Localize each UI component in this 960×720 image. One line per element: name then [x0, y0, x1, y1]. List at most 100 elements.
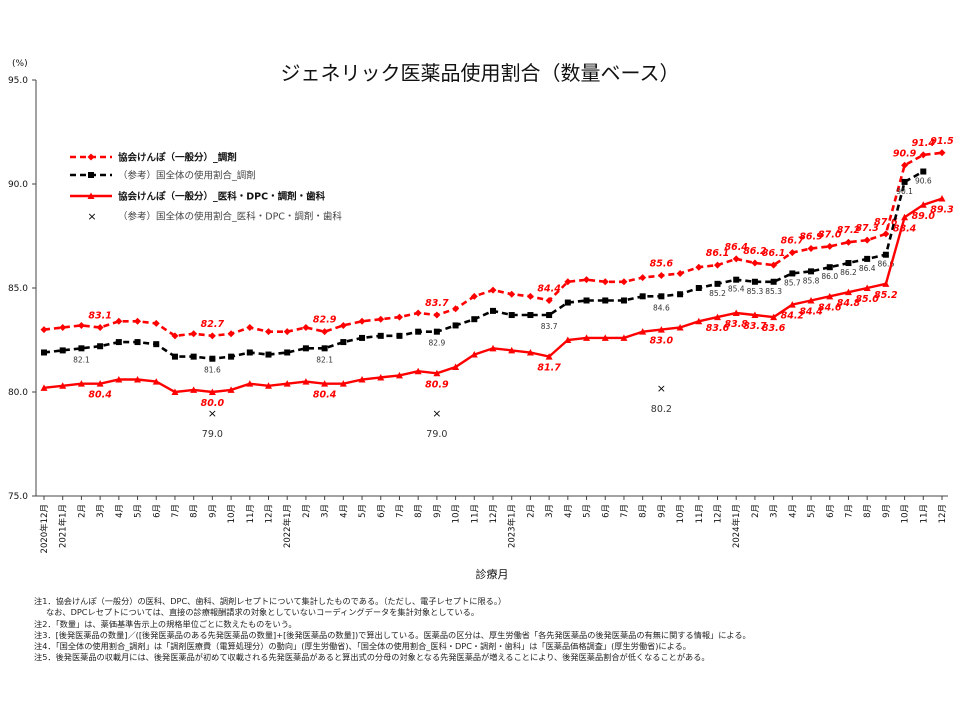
- data-label: 82.1: [73, 355, 90, 364]
- series-point: [901, 178, 908, 185]
- series-point: [433, 328, 440, 335]
- series-point: [508, 312, 515, 319]
- x-tick-label: 12月: [489, 504, 499, 523]
- series-point: [526, 292, 534, 300]
- series-point: [732, 255, 740, 263]
- x-tick-label: 4月: [339, 504, 349, 518]
- series-point: [246, 349, 253, 356]
- x-tick-label: 3月: [545, 504, 555, 518]
- x-tick-label: 2月: [77, 504, 87, 518]
- data-label: 80.9: [425, 379, 449, 390]
- series-point: [807, 296, 815, 304]
- series-point: [564, 336, 572, 343]
- data-label: 80.2: [651, 404, 672, 415]
- series-point: [527, 312, 534, 319]
- series-point: [844, 238, 852, 246]
- x-tick-label: 11月: [695, 504, 705, 523]
- x-tick-label: 11月: [246, 504, 256, 523]
- data-label: 84.4: [537, 283, 561, 294]
- data-label: 83.7: [743, 321, 767, 332]
- legend-marker: [87, 153, 95, 161]
- series-point: [321, 380, 329, 387]
- legend-marker: ×: [87, 210, 96, 223]
- data-label: 89.0: [912, 211, 936, 222]
- series-point: [770, 278, 777, 285]
- series-point: [59, 382, 67, 389]
- series-point: [284, 349, 291, 356]
- series-x-marker: ×: [432, 407, 441, 420]
- data-label: 83.1: [88, 311, 111, 322]
- series-point: [227, 330, 235, 338]
- data-label: 81.7: [537, 363, 561, 374]
- series-point: [228, 353, 235, 360]
- series-point: [751, 278, 758, 285]
- x-tick-label: 11月: [470, 504, 480, 523]
- footnotes: 注1．協会けんぽ（一般分）の医科、DPC、歯科、調剤レセプトについて集計したもの…: [34, 596, 944, 664]
- series-point: [490, 307, 496, 314]
- series-point: [546, 312, 553, 319]
- x-tick-label: 4月: [115, 504, 125, 518]
- data-label: 85.7: [784, 278, 801, 287]
- series-point: [583, 297, 590, 304]
- series-point: [77, 380, 85, 387]
- series-point: [171, 388, 179, 395]
- legend-label: （参考）国全体の使用割合_調剤: [118, 170, 256, 182]
- series-point: [677, 291, 684, 298]
- series-point: [395, 313, 403, 321]
- y-unit-label: (%): [12, 59, 28, 69]
- data-label: 82.9: [313, 315, 337, 326]
- series-point: [414, 309, 422, 317]
- x-tick-label: 12月: [265, 504, 275, 523]
- x-tick-label: 2024年1月: [731, 504, 742, 548]
- series-point: [283, 328, 291, 336]
- series-point: [770, 313, 778, 321]
- series-point: [321, 328, 329, 336]
- series-point: [302, 378, 310, 385]
- note-4: 注4．「国全体の使用割合_調剤」は「調剤医療費（電算処理分）の動向」(厚生労働省…: [34, 641, 691, 652]
- data-label: 85.2: [874, 290, 898, 301]
- series-point: [283, 380, 291, 387]
- series-point: [246, 324, 254, 332]
- series-point: [620, 278, 628, 286]
- data-label: 86.0: [821, 272, 838, 281]
- data-label: 84.2: [781, 311, 805, 322]
- series-point: [695, 317, 703, 325]
- series-point: [826, 264, 833, 271]
- x-tick-label: 8月: [190, 504, 200, 518]
- data-label: 87.2: [837, 225, 861, 236]
- series-point: [658, 293, 665, 300]
- series-point: [489, 286, 497, 294]
- series-point: [938, 149, 946, 157]
- series-point: [415, 328, 422, 335]
- x-tick-label: 4月: [564, 504, 574, 518]
- x-tick-label: 10月: [901, 504, 911, 523]
- x-tick-label: 11月: [919, 504, 929, 523]
- note-1: 注1．協会けんぽ（一般分）の医科、DPC、歯科、調剤レセプトについて集計したもの…: [34, 596, 507, 606]
- series-point: [845, 260, 852, 267]
- x-tick-label: 2月: [751, 504, 761, 518]
- series-point: [265, 351, 272, 358]
- series-line: [43, 197, 943, 394]
- x-tick-label: 5月: [807, 504, 817, 518]
- x-tick-label: 10月: [452, 504, 462, 523]
- series-point: [583, 334, 591, 341]
- series-point: [96, 380, 104, 387]
- data-label: 83.6: [762, 323, 786, 334]
- series-point: [788, 249, 796, 257]
- data-label: 86.4: [859, 264, 876, 273]
- series-line: [43, 170, 924, 361]
- x-tick-label: 3月: [321, 504, 331, 518]
- x-tick-label: 8月: [639, 504, 649, 518]
- series-point: [190, 386, 198, 393]
- series-point: [302, 324, 310, 332]
- x-tick-label: 5月: [134, 504, 144, 518]
- legend-marker: [88, 172, 94, 178]
- data-label: 86.6: [878, 260, 895, 269]
- series-point: [489, 344, 497, 352]
- series-point: [171, 332, 179, 340]
- x-tick-label: 6月: [601, 504, 611, 518]
- series-point: [396, 332, 403, 339]
- series-point: [208, 332, 216, 340]
- x-tick-label: 6月: [826, 504, 836, 518]
- series-point: [657, 272, 665, 280]
